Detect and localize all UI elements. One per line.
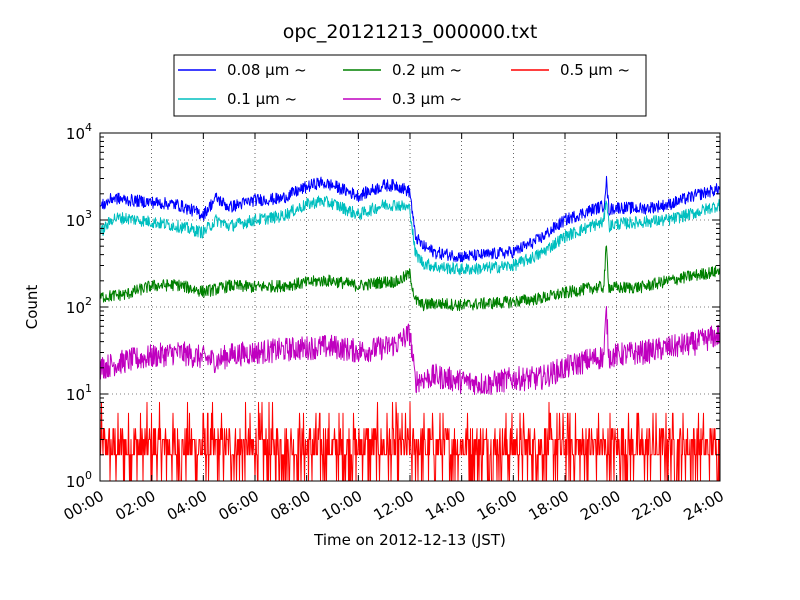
legend-label: 0.5 μm ~ [560, 61, 630, 79]
legend-label: 0.1 μm ~ [227, 90, 297, 108]
series-line [100, 245, 720, 312]
legend-label: 0.3 μm ~ [392, 90, 462, 108]
ticks [99, 132, 721, 482]
legend-box [173, 54, 647, 117]
y-tick-label: 100 [66, 469, 92, 491]
series-line [100, 195, 720, 276]
chart-title: opc_20121213_000000.txt [283, 21, 538, 43]
y-tick-label: 101 [66, 382, 92, 404]
y-tick-label: 102 [66, 295, 92, 317]
x-axis-label: Time on 2012-12-13 (JST) [313, 531, 506, 549]
series-layer [100, 175, 720, 481]
legend-label: 0.2 μm ~ [392, 61, 462, 79]
series-line [100, 401, 720, 481]
y-axis-label: Count [23, 285, 41, 330]
legend: 0.08 μm ~ 0.1 μm ~ 0.2 μm ~ 0.3 μm ~ 0.5 μm … [173, 54, 647, 117]
y-tick-label: 103 [66, 208, 92, 230]
series-line [100, 306, 720, 396]
y-tick-labels: 100 101 102 103 104 [66, 121, 92, 491]
y-tick-label: 104 [66, 121, 92, 143]
legend-label: 0.08 μm ~ [227, 61, 307, 79]
series-line [100, 175, 720, 263]
